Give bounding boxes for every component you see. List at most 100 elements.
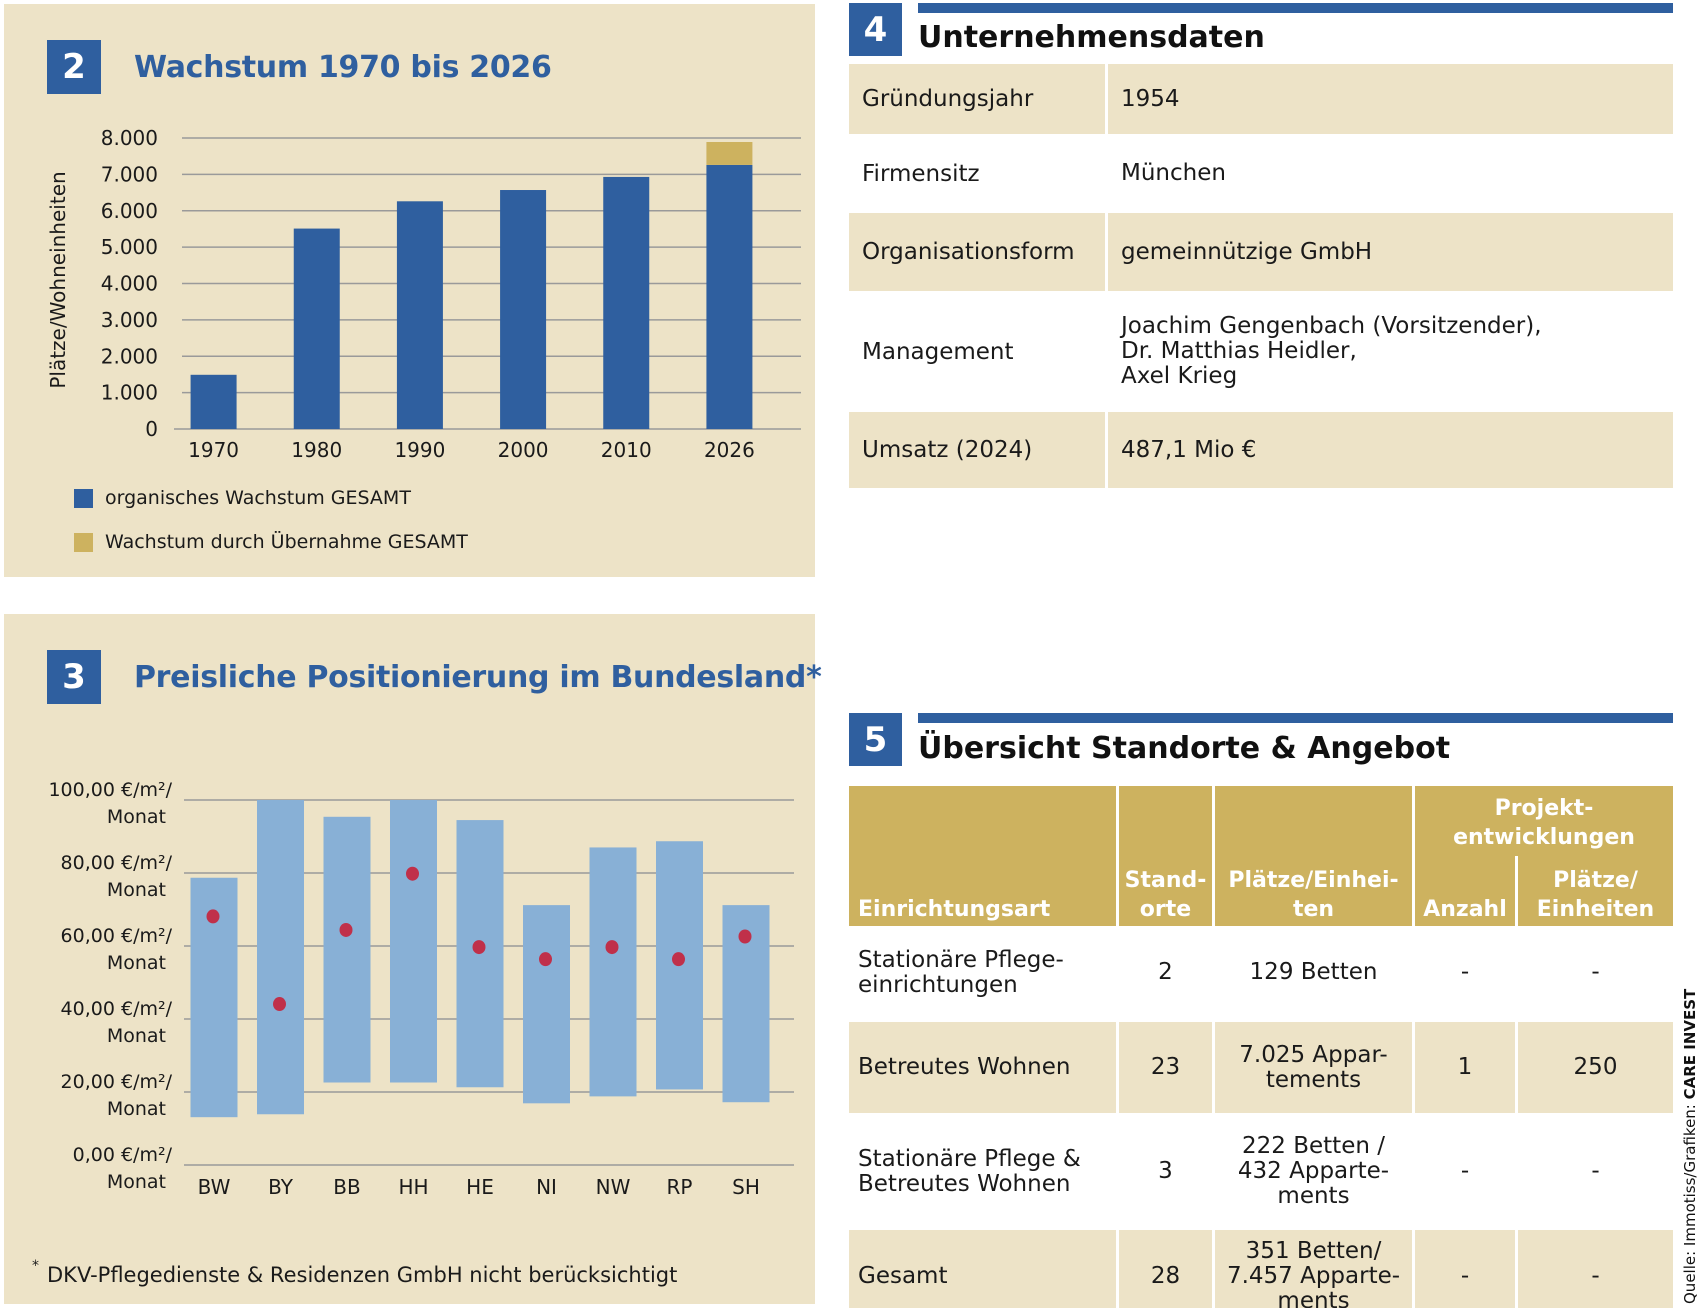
price-range-bar bbox=[390, 800, 437, 1083]
y-tick-label: 3.000 bbox=[101, 308, 158, 332]
x-tick-label: BY bbox=[268, 1175, 294, 1199]
cell-anzahl: - bbox=[1415, 1116, 1518, 1230]
y-tick-label: 8.000 bbox=[101, 126, 158, 150]
x-tick-label: RP bbox=[667, 1175, 693, 1199]
price-marker-dot bbox=[672, 952, 685, 967]
legend-swatch-organic bbox=[74, 488, 93, 508]
table-row: Stationäre Pflege-einrichtungen 2 129 Bett… bbox=[849, 926, 1673, 1022]
price-range-bar bbox=[323, 816, 371, 1083]
row-value: gemeinnützige GmbH bbox=[1108, 213, 1673, 294]
row-value: München bbox=[1108, 137, 1673, 213]
locations-table: Einrichtungsart Stand- orte Plätze/Einhe… bbox=[849, 786, 1673, 1308]
y-tick-label-unit: Monat bbox=[107, 806, 166, 828]
y-tick-label: 1.000 bbox=[101, 381, 158, 405]
x-tick-label: HE bbox=[466, 1175, 494, 1199]
row-label: Gründungsjahr bbox=[849, 64, 1108, 137]
price-marker-dot bbox=[273, 997, 286, 1012]
y-tick-label: 0,00 €/m²/ bbox=[73, 1144, 173, 1166]
cell-projekt-plaetze: - bbox=[1518, 1230, 1673, 1308]
cell-einrichtungsart: Gesamt bbox=[849, 1230, 1119, 1308]
price-marker-dot bbox=[472, 940, 486, 955]
x-tick-label: NI bbox=[536, 1175, 557, 1199]
y-axis-label: Plätze/Wohneinheiten bbox=[46, 171, 70, 388]
cell-plaetze-line: tements bbox=[1265, 1066, 1362, 1093]
header-projekt-line1: Projekt- bbox=[1494, 796, 1594, 821]
cell-plaetze: 7.025 Appar-tements bbox=[1215, 1022, 1415, 1116]
bar-organic bbox=[396, 201, 443, 429]
cell-projekt-plaetze: - bbox=[1518, 1116, 1673, 1230]
header-projektentwicklungen: Projekt- entwicklungen bbox=[1415, 786, 1673, 856]
bar-organic bbox=[190, 374, 237, 429]
price-marker-dot bbox=[339, 922, 353, 937]
cell-einrichtungsart-line: Stationäre Pflege- bbox=[858, 946, 1064, 973]
cell-plaetze-line: ments bbox=[1277, 1183, 1350, 1209]
y-tick-label: 4.000 bbox=[101, 272, 158, 296]
source-credit-prefix: Quelle: Immotiss/Grafiken: bbox=[1681, 1099, 1699, 1304]
y-tick-label: 2.000 bbox=[101, 344, 158, 368]
price-chart-title-text: Preisliche Positionierung im Bundesland bbox=[134, 660, 807, 695]
cell-einrichtungsart: Stationäre Pflege & Betreutes Wohnen bbox=[849, 1116, 1119, 1230]
cell-plaetze-line: ments bbox=[1277, 1288, 1350, 1308]
section-number-badge: 4 bbox=[849, 3, 902, 56]
x-tick-label: BB bbox=[333, 1175, 360, 1199]
section-rule bbox=[918, 3, 1673, 13]
legend-label-acquisition: Wachstum durch Übernahme GESAMT bbox=[105, 531, 468, 553]
y-tick-label: 5.000 bbox=[101, 235, 158, 259]
cell-einrichtungsart: Betreutes Wohnen bbox=[849, 1022, 1119, 1116]
y-tick-label: 7.000 bbox=[101, 162, 158, 186]
x-tick-label: NW bbox=[596, 1175, 631, 1199]
price-range-bar bbox=[257, 800, 304, 1115]
section-number-badge: 5 bbox=[849, 713, 902, 766]
cell-plaetze-line: 432 Apparte- bbox=[1237, 1158, 1390, 1184]
cell-einrichtungsart: Stationäre Pflege-einrichtungen bbox=[849, 926, 1119, 1022]
header-einrichtungsart: Einrichtungsart bbox=[849, 786, 1119, 926]
row-value-line: 1954 bbox=[1121, 85, 1180, 112]
legend-swatch-acquisition bbox=[74, 532, 93, 552]
section-number-badge: 3 bbox=[47, 650, 101, 704]
cell-projekt-plaetze: - bbox=[1518, 926, 1673, 1022]
y-tick-label: 40,00 €/m²/ bbox=[61, 998, 173, 1020]
cell-plaetze-line: 7.457 Apparte- bbox=[1226, 1263, 1401, 1289]
table-row: Umsatz (2024) 487,1 Mio € bbox=[849, 412, 1673, 491]
growth-chart-title: Wachstum 1970 bis 2026 bbox=[134, 50, 552, 85]
row-value: 487,1 Mio € bbox=[1108, 412, 1673, 491]
header-plaetze: Plätze/Einhei- ten bbox=[1215, 786, 1415, 926]
row-value-line: Joachim Gengenbach (Vorsitzender), bbox=[1121, 313, 1542, 339]
footnote-text: DKV-Pflegedienste & Residenzen GmbH nich… bbox=[47, 1263, 678, 1287]
header-anzahl: Anzahl bbox=[1415, 856, 1518, 926]
table-row: Firmensitz München bbox=[849, 137, 1673, 213]
price-position-panel: 3 Preisliche Positionierung im Bundeslan… bbox=[4, 614, 822, 1304]
price-range-bar bbox=[589, 847, 637, 1097]
section-rule bbox=[918, 713, 1673, 723]
price-range-chart: 0,00 €/m²/Monat 20,00 €/m²/Monat 40,00 €/m… bbox=[48, 779, 794, 1199]
bar-organic bbox=[706, 164, 753, 430]
legend-item-acquisition: Wachstum durch Übernahme GESAMT bbox=[74, 531, 468, 553]
cell-standorte: 2 bbox=[1119, 926, 1215, 1022]
cell-einrichtungsart-line: Betreutes Wohnen bbox=[858, 1170, 1071, 1197]
price-chart-title: Preisliche Positionierung im Bundesland* bbox=[134, 660, 822, 695]
price-marker-dot bbox=[738, 929, 752, 944]
legend-label-organic: organisches Wachstum GESAMT bbox=[105, 487, 411, 509]
price-marker-dot bbox=[539, 952, 552, 967]
row-value-line: Dr. Matthias Heidler, bbox=[1121, 338, 1357, 364]
table-row: Management Joachim Gengenbach (Vorsitzend… bbox=[849, 294, 1673, 412]
locations-overview-title: Übersicht Standorte & Angebot bbox=[918, 731, 1451, 766]
x-tick-label: 2010 bbox=[601, 438, 652, 462]
x-tick-label: 2000 bbox=[498, 438, 549, 462]
price-marker-dot bbox=[406, 866, 419, 881]
bar-acquisition bbox=[706, 142, 753, 165]
cell-einrichtungsart-line: Stationäre Pflege & bbox=[858, 1145, 1081, 1172]
table-row: Gesamt 28 351 Betten/7.457 Apparte-ments - - bbox=[849, 1230, 1673, 1308]
row-value-line: Axel Krieg bbox=[1121, 363, 1238, 389]
y-tick-label: 0 bbox=[145, 417, 158, 441]
cell-einrichtungsart-line: Betreutes Wohnen bbox=[858, 1054, 1071, 1080]
table-row: Stationäre Pflege & Betreutes Wohnen 3 222 … bbox=[849, 1116, 1673, 1230]
source-credit-brand: CARE INVEST bbox=[1681, 988, 1699, 1100]
y-tick-label-unit: Monat bbox=[107, 879, 166, 901]
y-tick-label: 80,00 €/m²/ bbox=[61, 852, 173, 874]
header-projekt-plaetze-line2: Einheiten bbox=[1536, 897, 1655, 922]
growth-bar-chart: 0 1.000 2.000 3.000 4.000 5.000 6.000 7.000 8.00… bbox=[46, 126, 801, 462]
y-tick-label-unit: Monat bbox=[107, 1025, 166, 1047]
x-tick-label: 1980 bbox=[291, 438, 342, 462]
cell-anzahl: - bbox=[1415, 926, 1518, 1022]
